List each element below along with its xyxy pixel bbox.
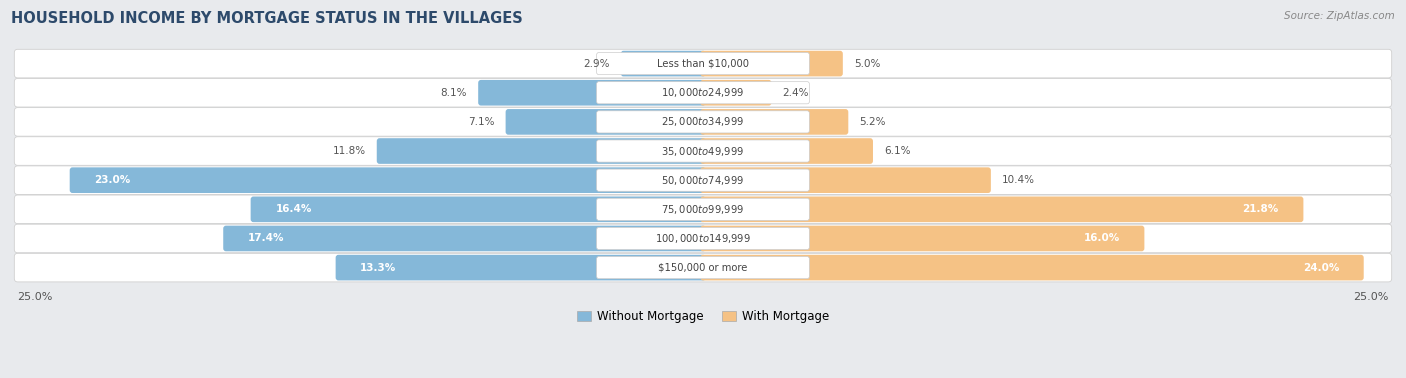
- FancyBboxPatch shape: [14, 166, 1392, 194]
- FancyBboxPatch shape: [700, 109, 848, 135]
- FancyBboxPatch shape: [700, 197, 1303, 222]
- FancyBboxPatch shape: [700, 80, 772, 105]
- FancyBboxPatch shape: [700, 51, 842, 76]
- Text: $25,000 to $34,999: $25,000 to $34,999: [661, 115, 745, 129]
- FancyBboxPatch shape: [596, 257, 810, 279]
- Text: 16.4%: 16.4%: [276, 204, 312, 214]
- FancyBboxPatch shape: [70, 167, 706, 193]
- Text: $50,000 to $74,999: $50,000 to $74,999: [661, 174, 745, 187]
- FancyBboxPatch shape: [14, 137, 1392, 165]
- FancyBboxPatch shape: [621, 51, 706, 76]
- Text: 25.0%: 25.0%: [1353, 291, 1388, 302]
- Text: 2.4%: 2.4%: [783, 88, 808, 98]
- Text: 13.3%: 13.3%: [360, 263, 396, 273]
- FancyBboxPatch shape: [700, 138, 873, 164]
- FancyBboxPatch shape: [700, 255, 1364, 280]
- Text: 23.0%: 23.0%: [94, 175, 131, 185]
- FancyBboxPatch shape: [250, 197, 706, 222]
- FancyBboxPatch shape: [14, 224, 1392, 253]
- Text: 8.1%: 8.1%: [440, 88, 467, 98]
- Text: HOUSEHOLD INCOME BY MORTGAGE STATUS IN THE VILLAGES: HOUSEHOLD INCOME BY MORTGAGE STATUS IN T…: [11, 11, 523, 26]
- Text: $35,000 to $49,999: $35,000 to $49,999: [661, 144, 745, 158]
- FancyBboxPatch shape: [14, 79, 1392, 107]
- FancyBboxPatch shape: [14, 108, 1392, 136]
- FancyBboxPatch shape: [596, 53, 810, 75]
- FancyBboxPatch shape: [596, 111, 810, 133]
- FancyBboxPatch shape: [506, 109, 706, 135]
- Text: 11.8%: 11.8%: [333, 146, 366, 156]
- FancyBboxPatch shape: [478, 80, 706, 105]
- FancyBboxPatch shape: [377, 138, 706, 164]
- FancyBboxPatch shape: [14, 195, 1392, 224]
- Text: 2.9%: 2.9%: [583, 59, 610, 68]
- Text: $10,000 to $24,999: $10,000 to $24,999: [661, 86, 745, 99]
- Text: $100,000 to $149,999: $100,000 to $149,999: [655, 232, 751, 245]
- FancyBboxPatch shape: [596, 140, 810, 162]
- Text: $75,000 to $99,999: $75,000 to $99,999: [661, 203, 745, 216]
- Text: 17.4%: 17.4%: [247, 234, 284, 243]
- FancyBboxPatch shape: [596, 228, 810, 249]
- Text: 10.4%: 10.4%: [1002, 175, 1035, 185]
- FancyBboxPatch shape: [14, 49, 1392, 78]
- Text: 7.1%: 7.1%: [468, 117, 495, 127]
- Text: Less than $10,000: Less than $10,000: [657, 59, 749, 68]
- FancyBboxPatch shape: [700, 167, 991, 193]
- Text: 16.0%: 16.0%: [1084, 234, 1119, 243]
- Text: 6.1%: 6.1%: [884, 146, 911, 156]
- Text: 5.2%: 5.2%: [859, 117, 886, 127]
- Legend: Without Mortgage, With Mortgage: Without Mortgage, With Mortgage: [572, 305, 834, 328]
- FancyBboxPatch shape: [700, 226, 1144, 251]
- Text: $150,000 or more: $150,000 or more: [658, 263, 748, 273]
- FancyBboxPatch shape: [596, 169, 810, 191]
- FancyBboxPatch shape: [14, 253, 1392, 282]
- Text: 24.0%: 24.0%: [1303, 263, 1339, 273]
- Text: Source: ZipAtlas.com: Source: ZipAtlas.com: [1284, 11, 1395, 21]
- Text: 5.0%: 5.0%: [853, 59, 880, 68]
- FancyBboxPatch shape: [224, 226, 706, 251]
- FancyBboxPatch shape: [596, 82, 810, 104]
- FancyBboxPatch shape: [336, 255, 706, 280]
- Text: 25.0%: 25.0%: [18, 291, 53, 302]
- Text: 21.8%: 21.8%: [1243, 204, 1278, 214]
- FancyBboxPatch shape: [596, 198, 810, 220]
